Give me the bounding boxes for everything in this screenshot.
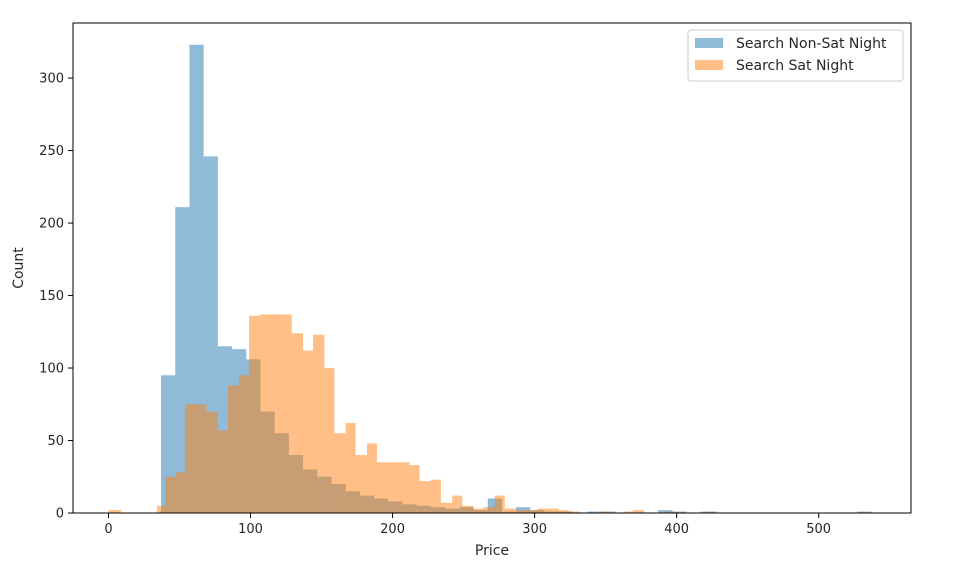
legend: Search Non-Sat Night Search Sat Night bbox=[687, 29, 904, 82]
bar-sat-night bbox=[206, 411, 218, 513]
y-tick-label: 150 bbox=[39, 289, 64, 304]
bar-sat-night bbox=[547, 508, 559, 513]
bar-sat-night bbox=[516, 510, 527, 513]
bar-sat-night bbox=[249, 315, 261, 513]
bar-sat-night bbox=[452, 495, 463, 513]
bar-non-sat-night bbox=[672, 511, 687, 513]
bar-sat-night bbox=[260, 314, 271, 513]
bar-sat-night bbox=[239, 375, 250, 513]
bar-sat-night bbox=[303, 350, 314, 513]
bar-sat-night bbox=[601, 511, 612, 513]
bar-sat-night bbox=[398, 462, 410, 513]
bar-sat-night bbox=[156, 505, 166, 513]
bar-sat-night bbox=[440, 502, 453, 513]
bar-sat-night bbox=[473, 508, 484, 513]
bar-sat-night bbox=[108, 510, 122, 513]
bar-sat-night bbox=[632, 510, 644, 513]
x-tick-label: 300 bbox=[522, 522, 547, 537]
bar-sat-night bbox=[376, 462, 389, 513]
bar-sat-night bbox=[462, 505, 474, 513]
x-tick-label: 100 bbox=[238, 522, 263, 537]
plot-frame bbox=[72, 22, 912, 514]
bar-sat-night bbox=[537, 508, 548, 513]
bar-sat-night bbox=[568, 511, 581, 513]
bar-sat-night bbox=[388, 462, 399, 513]
bar-sat-night bbox=[175, 472, 186, 513]
bar-sat-night bbox=[217, 430, 228, 513]
bars-layer bbox=[108, 44, 872, 514]
y-tick-label: 200 bbox=[39, 217, 64, 232]
y-tick-label: 0 bbox=[56, 507, 64, 522]
bar-sat-night bbox=[494, 495, 505, 513]
bar-sat-night bbox=[291, 333, 304, 513]
legend-label-non-sat-night: Search Non-Sat Night bbox=[736, 36, 887, 52]
bar-sat-night bbox=[430, 479, 441, 513]
x-tick-label: 200 bbox=[380, 522, 405, 537]
bar-sat-night bbox=[419, 481, 431, 513]
bar-sat-night bbox=[665, 511, 676, 513]
bar-sat-night bbox=[313, 334, 325, 513]
y-axis-label: Count bbox=[11, 247, 27, 289]
bar-sat-night bbox=[196, 404, 207, 513]
bar-sat-night bbox=[558, 510, 569, 513]
y-tick-label: 250 bbox=[39, 144, 64, 159]
bar-sat-night bbox=[526, 510, 538, 513]
bar-sat-night bbox=[622, 511, 633, 513]
ticks-layer: 0 100 200 300 400 500 0 50 100 150 200 250 300 bbox=[39, 72, 831, 537]
bar-sat-night bbox=[409, 465, 420, 513]
x-tick-label: 0 bbox=[104, 522, 112, 537]
x-axis-label: Price bbox=[475, 543, 509, 559]
bar-sat-night bbox=[185, 404, 197, 513]
y-tick-label: 100 bbox=[39, 362, 64, 377]
bar-sat-night bbox=[334, 433, 346, 513]
bar-sat-night bbox=[281, 314, 292, 513]
bar-sat-night bbox=[707, 511, 718, 513]
bar-sat-night bbox=[227, 385, 240, 513]
bar-sat-night bbox=[504, 508, 517, 513]
bar-sat-night bbox=[345, 423, 356, 513]
bar-non-sat-night bbox=[857, 511, 872, 513]
x-tick-label: 400 bbox=[664, 522, 689, 537]
y-tick-label: 50 bbox=[47, 434, 64, 449]
bar-sat-night bbox=[483, 507, 495, 513]
bar-sat-night bbox=[165, 476, 176, 513]
x-tick-label: 500 bbox=[806, 522, 831, 537]
legend-swatch-non-sat-night bbox=[695, 38, 723, 48]
bar-sat-night bbox=[270, 314, 282, 513]
bar-non-sat-night bbox=[587, 511, 602, 513]
y-tick-label: 300 bbox=[39, 72, 64, 87]
bar-non-sat-night bbox=[189, 44, 204, 513]
bar-sat-night bbox=[367, 443, 377, 513]
bar-sat-night bbox=[324, 368, 335, 513]
legend-box bbox=[687, 29, 904, 82]
bar-sat-night bbox=[355, 455, 368, 513]
legend-swatch-sat-night bbox=[695, 60, 723, 70]
legend-label-sat-night: Search Sat Night bbox=[736, 58, 854, 74]
